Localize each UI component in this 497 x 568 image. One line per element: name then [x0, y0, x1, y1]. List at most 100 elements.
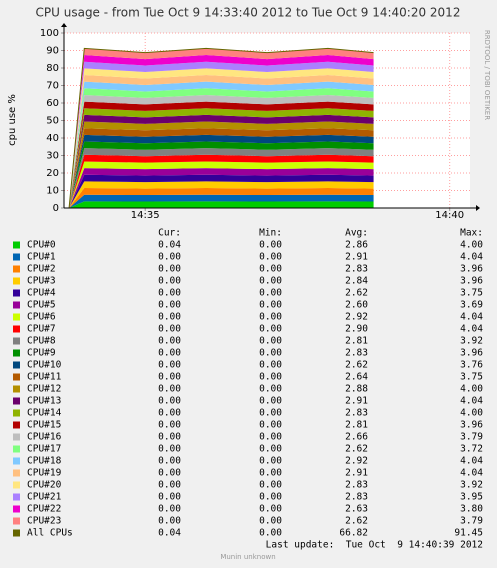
stat-value: 4.00	[460, 384, 483, 395]
legend-label: CPU#7	[27, 324, 56, 335]
y-tick-label: 20	[46, 168, 59, 179]
stat-value: 0.00	[158, 336, 181, 347]
stat-value: 0.00	[158, 408, 181, 419]
stat-value: 0.00	[158, 372, 181, 383]
stat-value: 0.00	[259, 252, 282, 263]
y-axis-label: cpu use %	[7, 94, 18, 146]
y-tick-label: 100	[40, 28, 59, 39]
legend-swatch	[13, 481, 20, 489]
legend-label: CPU#3	[27, 276, 56, 287]
column-header: Cur:	[158, 228, 181, 239]
stat-value: 3.96	[460, 276, 483, 287]
stat-value: 0.00	[158, 360, 181, 371]
x-arrow	[476, 205, 480, 211]
stat-value: 0.00	[158, 504, 181, 515]
legend-swatch	[13, 313, 20, 321]
y-tick-label: 50	[46, 116, 59, 127]
legend-swatch	[13, 433, 20, 441]
stat-value: 4.04	[460, 252, 483, 263]
area	[69, 141, 374, 208]
stat-value: 0.00	[259, 264, 282, 275]
area	[69, 154, 374, 208]
column-header: Min:	[259, 228, 282, 239]
legend-label: CPU#19	[27, 468, 62, 479]
stat-value: 3.69	[460, 300, 483, 311]
legend-swatch	[13, 409, 20, 417]
stat-value: 0.00	[259, 312, 282, 323]
legend-swatch	[13, 517, 20, 525]
stat-value: 2.83	[345, 480, 368, 491]
stat-value: 0.00	[259, 384, 282, 395]
stat-value: 3.80	[460, 504, 483, 515]
stat-value: 0.00	[158, 456, 181, 467]
stat-value: 3.92	[460, 480, 483, 491]
stat-value: 0.00	[259, 504, 282, 515]
legend-label: CPU#2	[27, 264, 56, 275]
stat-value: 2.62	[345, 444, 368, 455]
legend-swatch	[13, 361, 20, 369]
stat-value: 0.00	[259, 432, 282, 443]
stat-value: 0.00	[259, 468, 282, 479]
stat-value: 0.00	[158, 252, 181, 263]
stat-value: 0.00	[259, 516, 282, 527]
area	[69, 148, 374, 208]
legend-label: CPU#20	[27, 480, 62, 491]
stat-value: 4.00	[460, 240, 483, 251]
area	[69, 161, 374, 208]
stat-value: 4.04	[460, 468, 483, 479]
stat-value: 0.00	[158, 264, 181, 275]
stat-value: 2.62	[345, 288, 368, 299]
stat-value: 3.75	[460, 372, 483, 383]
y-tick-label: 80	[46, 63, 59, 74]
stat-value: 2.84	[345, 276, 368, 287]
stat-value: 3.92	[460, 336, 483, 347]
stat-value: 0.04	[158, 240, 181, 251]
stat-value: 2.83	[345, 348, 368, 359]
stat-value: 4.04	[460, 396, 483, 407]
legend-label: CPU#16	[27, 432, 62, 443]
legend-label: CPU#21	[27, 492, 62, 503]
total-line	[68, 47, 374, 209]
stat-value: 2.90	[345, 324, 368, 335]
area	[69, 174, 374, 208]
legend-label: CPU#10	[27, 360, 62, 371]
y-tick-label: 40	[46, 133, 59, 144]
stat-value: 4.04	[460, 324, 483, 335]
stat-value: 0.00	[259, 300, 282, 311]
legend-swatch	[13, 445, 20, 453]
area	[69, 181, 374, 208]
y-tick-label: 60	[46, 98, 59, 109]
legend-swatch	[13, 325, 20, 333]
legend-swatch	[13, 457, 20, 465]
legend-label: CPU#11	[27, 372, 62, 383]
stat-value: 3.79	[460, 432, 483, 443]
x-tick-label: 14:35	[131, 210, 160, 221]
legend-label: CPU#12	[27, 384, 61, 395]
legend-label: CPU#23	[27, 516, 61, 527]
legend-label: All CPUs	[27, 528, 73, 539]
stat-value: 0.04	[158, 528, 181, 539]
stat-value: 3.72	[460, 444, 483, 455]
column-header: Max:	[460, 228, 483, 239]
legend-label: CPU#17	[27, 444, 61, 455]
legend-label: CPU#9	[27, 348, 56, 359]
stat-value: 0.00	[158, 432, 181, 443]
legend-swatch	[13, 277, 20, 285]
stat-value: 0.00	[259, 288, 282, 299]
stat-value: 0.00	[158, 468, 181, 479]
stat-value: 0.00	[158, 420, 181, 431]
stat-value: 3.96	[460, 348, 483, 359]
legend-label: CPU#22	[27, 504, 61, 515]
stat-value: 2.83	[345, 408, 368, 419]
x-tick-label: 14:40	[435, 210, 464, 221]
stat-value: 0.00	[158, 384, 181, 395]
legend-label: CPU#5	[27, 300, 56, 311]
legend-label: CPU#13	[27, 396, 61, 407]
legend-label: CPU#4	[27, 288, 56, 299]
stat-value: 3.79	[460, 516, 483, 527]
legend-swatch	[13, 469, 20, 477]
legend-swatch	[13, 421, 20, 429]
legend-swatch	[13, 265, 20, 273]
legend-label: CPU#14	[27, 408, 62, 419]
